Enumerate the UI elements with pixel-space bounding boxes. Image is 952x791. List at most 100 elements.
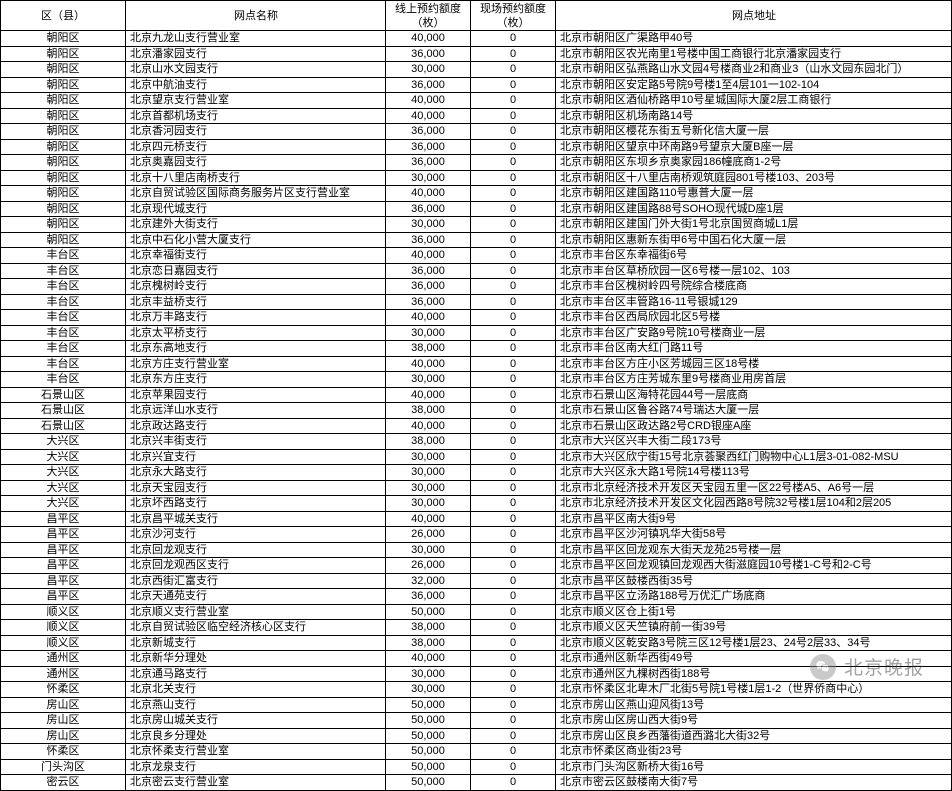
cell-onsite: 0 [471,542,556,558]
cell-addr: 北京市丰台区方庄芳城东里9号楼商业用房首层 [556,372,952,388]
cell-onsite: 0 [471,604,556,620]
cell-district: 朝阳区 [1,31,126,47]
cell-name: 北京苹果园支行 [126,387,386,403]
cell-name: 北京兴宜支行 [126,449,386,465]
cell-online: 30,000 [386,62,471,78]
cell-district: 朝阳区 [1,217,126,233]
cell-online: 30,000 [386,170,471,186]
cell-addr: 北京市房山区燕山迎风街13号 [556,697,952,713]
cell-name: 北京自贸试验区临空经济核心区支行 [126,620,386,636]
cell-online: 36,000 [386,77,471,93]
cell-name: 北京中石化小营大厦支行 [126,232,386,248]
cell-online: 30,000 [386,496,471,512]
table-row: 朝阳区北京首都机场支行40,0000北京市朝阳区机场南路14号 [1,108,952,124]
cell-onsite: 0 [471,46,556,62]
cell-onsite: 0 [471,697,556,713]
cell-name: 北京兴丰街支行 [126,434,386,450]
cell-name: 北京幸福街支行 [126,248,386,264]
table-row: 丰台区北京东方庄支行30,0000北京市丰台区方庄芳城东里9号楼商业用房首层 [1,372,952,388]
cell-addr: 北京市密云区鼓楼南大街7号 [556,775,952,791]
cell-online: 38,000 [386,434,471,450]
table-row: 石景山区北京政达路支行40,0000北京市石景山区政达路2号CRD银座A座 [1,418,952,434]
cell-onsite: 0 [471,496,556,512]
cell-onsite: 0 [471,93,556,109]
cell-district: 昌平区 [1,542,126,558]
table-row: 密云区北京密云支行营业室50,0000北京市密云区鼓楼南大街7号 [1,775,952,791]
cell-district: 朝阳区 [1,186,126,202]
cell-onsite: 0 [471,728,556,744]
cell-onsite: 0 [471,372,556,388]
cell-onsite: 0 [471,744,556,760]
cell-online: 50,000 [386,775,471,791]
cell-name: 北京良乡分理处 [126,728,386,744]
cell-onsite: 0 [471,434,556,450]
cell-online: 30,000 [386,217,471,233]
cell-district: 朝阳区 [1,77,126,93]
table-row: 房山区北京燕山支行50,0000北京市房山区燕山迎风街13号 [1,697,952,713]
table-row: 通州区北京新华分理处40,0000北京市通州区新华西街49号 [1,651,952,667]
cell-name: 北京沙河支行 [126,527,386,543]
cell-district: 昌平区 [1,589,126,605]
cell-onsite: 0 [471,248,556,264]
cell-addr: 北京市丰台区南大红门路11号 [556,341,952,357]
cell-name: 北京顺义支行营业室 [126,604,386,620]
cell-name: 北京通马路支行 [126,666,386,682]
table-row: 石景山区北京苹果园支行40,0000北京市石景山区海特花园44号一层底商 [1,387,952,403]
cell-name: 北京天宝园支行 [126,480,386,496]
table-row: 丰台区北京方庄支行营业室40,0000北京市丰台区方庄小区芳城园三区18号楼 [1,356,952,372]
cell-addr: 北京市朝阳区望京中环南路9号望京大厦B座一层 [556,139,952,155]
cell-online: 30,000 [386,449,471,465]
cell-online: 40,000 [386,418,471,434]
cell-onsite: 0 [471,310,556,326]
cell-addr: 北京市顺义区天竺镇府前一街39号 [556,620,952,636]
table-row: 大兴区北京永大路支行30,0000北京市大兴区永大路1号院14号楼113号 [1,465,952,481]
cell-district: 丰台区 [1,372,126,388]
cell-district: 怀柔区 [1,682,126,698]
cell-name: 北京首都机场支行 [126,108,386,124]
table-row: 通州区北京通马路支行30,0000北京市通州区九棵树西街188号 [1,666,952,682]
cell-addr: 北京市石景山区政达路2号CRD银座A座 [556,418,952,434]
cell-addr: 北京市昌平区鼓楼西街35号 [556,573,952,589]
cell-addr: 北京市昌平区回龙观东大街天龙苑25号楼一层 [556,542,952,558]
cell-onsite: 0 [471,201,556,217]
cell-online: 38,000 [386,341,471,357]
table-row: 大兴区北京兴丰街支行38,0000北京市大兴区兴丰大街二段173号 [1,434,952,450]
cell-district: 石景山区 [1,387,126,403]
cell-online: 40,000 [386,356,471,372]
cell-addr: 北京市朝阳区惠新东街甲6号中国石化大厦一层 [556,232,952,248]
cell-online: 36,000 [386,589,471,605]
cell-addr: 北京市朝阳区酒仙桥路甲10号星城国际大厦2层工商银行 [556,93,952,109]
cell-district: 大兴区 [1,496,126,512]
cell-name: 北京远洋山水支行 [126,403,386,419]
cell-addr: 北京市丰台区丰管路16-11号银城129 [556,294,952,310]
table-row: 丰台区北京太平桥支行30,0000北京市丰台区广安路9号院10号楼商业一层 [1,325,952,341]
cell-onsite: 0 [471,77,556,93]
cell-online: 40,000 [386,93,471,109]
cell-online: 40,000 [386,651,471,667]
cell-addr: 北京市丰台区方庄小区芳城园三区18号楼 [556,356,952,372]
cell-addr: 北京市丰台区西局欣园北区5号楼 [556,310,952,326]
cell-addr: 北京市房山区房山西大街9号 [556,713,952,729]
cell-onsite: 0 [471,62,556,78]
cell-addr: 北京市朝阳区机场南路14号 [556,108,952,124]
cell-addr: 北京市房山区良乡西藩街道西潞北大街32号 [556,728,952,744]
table-row: 朝阳区北京现代城支行36,0000北京市朝阳区建国路88号SOHO现代城D座1层 [1,201,952,217]
cell-online: 36,000 [386,294,471,310]
cell-name: 北京奥嘉园支行 [126,155,386,171]
cell-onsite: 0 [471,341,556,357]
cell-name: 北京香河园支行 [126,124,386,140]
cell-district: 丰台区 [1,325,126,341]
cell-district: 丰台区 [1,263,126,279]
table-row: 朝阳区北京中石化小营大厦支行36,0000北京市朝阳区惠新东街甲6号中国石化大厦… [1,232,952,248]
cell-addr: 北京市朝阳区广渠路甲40号 [556,31,952,47]
cell-district: 朝阳区 [1,170,126,186]
cell-name: 北京新华分理处 [126,651,386,667]
cell-addr: 北京市朝阳区东坝乡京奥家园186幢底商1-2号 [556,155,952,171]
cell-onsite: 0 [471,186,556,202]
cell-district: 朝阳区 [1,46,126,62]
header-name: 网点名称 [126,1,386,31]
cell-district: 顺义区 [1,635,126,651]
cell-onsite: 0 [471,589,556,605]
cell-addr: 北京市通州区九棵树西街188号 [556,666,952,682]
cell-name: 北京丰益桥支行 [126,294,386,310]
